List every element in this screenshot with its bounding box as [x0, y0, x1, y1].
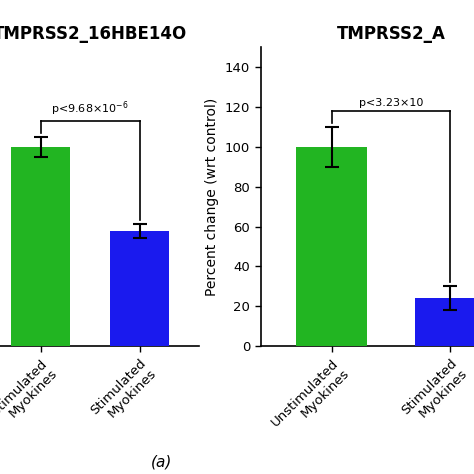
Title: TMPRSS2_16HBE14O: TMPRSS2_16HBE14O — [0, 25, 187, 43]
Bar — [296, 147, 367, 346]
Bar — [11, 147, 70, 346]
Text: p<3.23×10: p<3.23×10 — [359, 98, 423, 108]
Bar — [415, 298, 474, 346]
Bar — [110, 230, 169, 346]
Title: TMPRSS2_A: TMPRSS2_A — [337, 25, 446, 43]
Y-axis label: Percent change (wrt control): Percent change (wrt control) — [205, 98, 219, 296]
Text: (a): (a) — [150, 454, 172, 469]
Text: p<9.68×10$^{-6}$: p<9.68×10$^{-6}$ — [51, 100, 129, 118]
